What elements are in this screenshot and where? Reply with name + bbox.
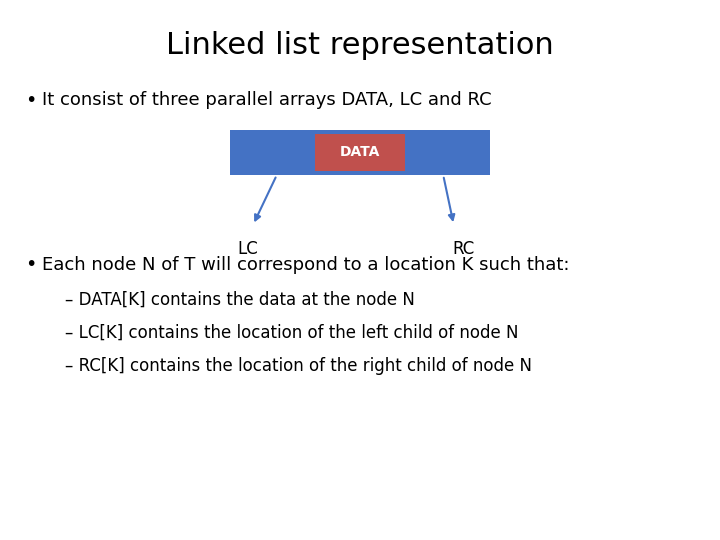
Bar [230,130,490,175]
Text: DATA: DATA [340,145,380,159]
Bar [315,134,405,171]
Text: It consist of three parallel arrays DATA, LC and RC: It consist of three parallel arrays DATA… [42,91,492,109]
Text: •: • [25,255,37,274]
Text: – LC[K] contains the location of the left child of node N: – LC[K] contains the location of the lef… [65,324,518,342]
Text: LC: LC [238,240,258,258]
Text: Each node N of T will correspond to a location K such that:: Each node N of T will correspond to a lo… [42,256,570,274]
Text: – RC[K] contains the location of the right child of node N: – RC[K] contains the location of the rig… [65,357,532,375]
Text: •: • [25,91,37,110]
Text: Linked list representation: Linked list representation [166,30,554,59]
Text: RC: RC [453,240,475,258]
Text: – DATA[K] contains the data at the node N: – DATA[K] contains the data at the node … [65,291,415,309]
